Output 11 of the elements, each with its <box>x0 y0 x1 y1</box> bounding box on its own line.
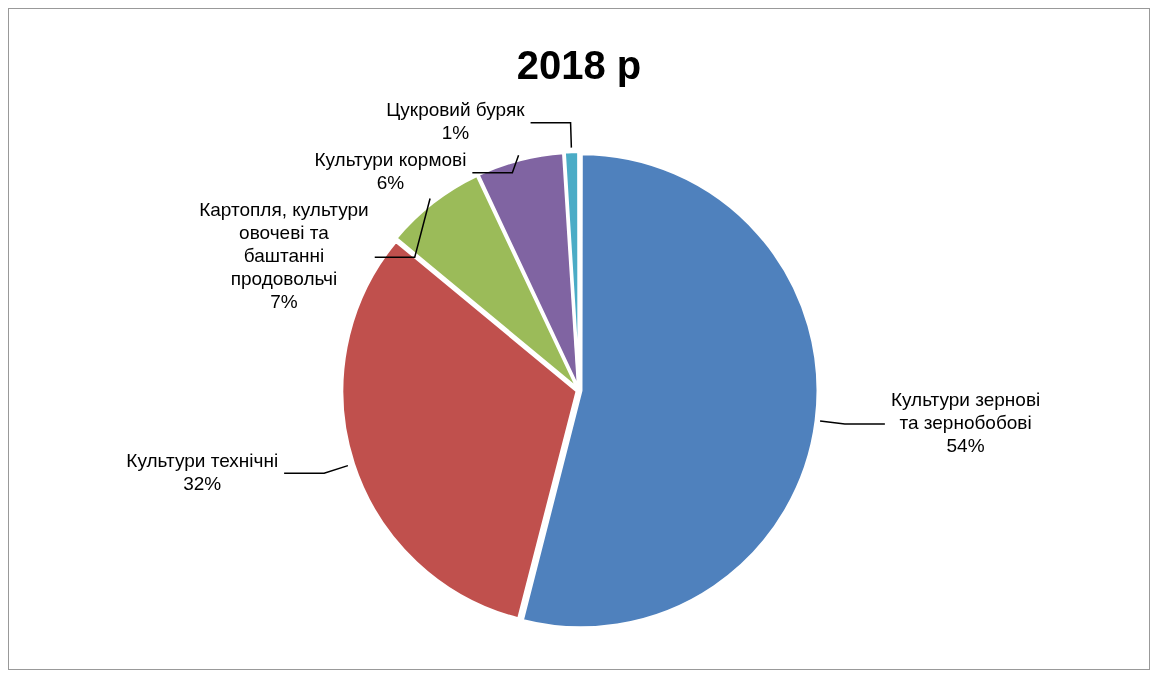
data-label: 32% <box>183 473 222 495</box>
slice-label: Картопля, культури овочеві та баштанні продовольчі <box>199 199 369 290</box>
data-label: 6% <box>376 172 405 194</box>
chart-title: 2018 р <box>516 43 642 88</box>
slice-label: Культури зернові та зернобобові <box>890 389 1041 434</box>
data-label: 1% <box>441 122 470 144</box>
data-label: 54% <box>946 435 985 457</box>
data-label: 7% <box>270 291 298 313</box>
slice-label: Культури кормові <box>314 149 467 171</box>
slice-label: Культури технічні <box>126 450 279 472</box>
slice-label: Цукровий буряк <box>386 99 526 121</box>
